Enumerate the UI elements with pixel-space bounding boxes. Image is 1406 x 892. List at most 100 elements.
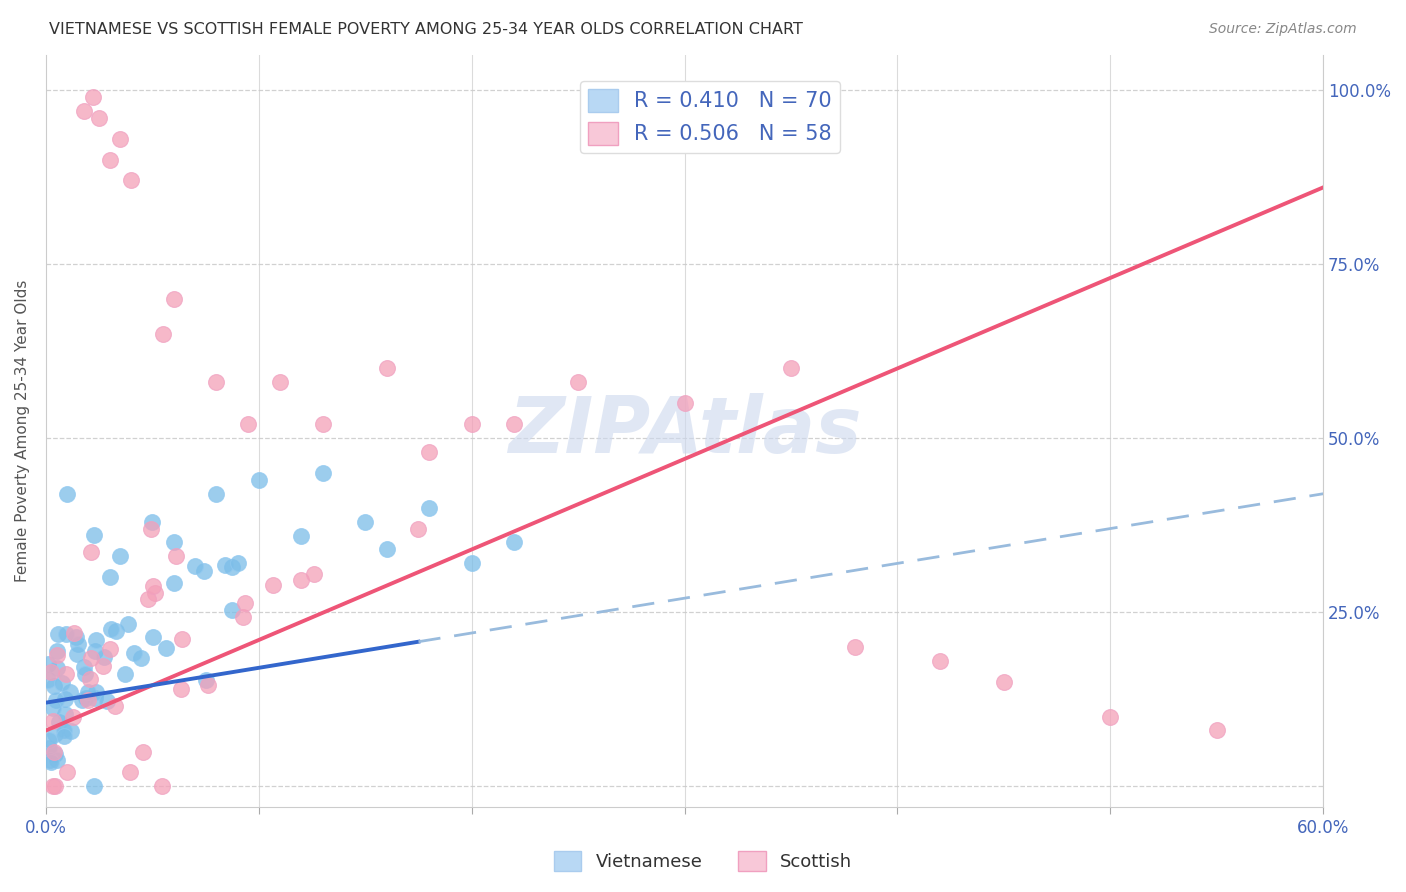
Point	[141, 522, 163, 536]
Point	[262, 578, 284, 592]
Point	[89, 111, 111, 125]
Point	[83, 528, 105, 542]
Point	[96, 694, 118, 708]
Point	[80, 545, 103, 559]
Point	[53, 692, 76, 706]
Point	[214, 558, 236, 573]
Point	[142, 579, 165, 593]
Point	[91, 659, 114, 673]
Point	[39, 665, 62, 680]
Point	[290, 573, 312, 587]
Point	[37, 657, 59, 671]
Point	[37, 673, 59, 688]
Point	[37, 732, 59, 747]
Point	[375, 361, 398, 376]
Point	[205, 487, 228, 501]
Point	[142, 631, 165, 645]
Point	[44, 727, 66, 741]
Point	[375, 542, 398, 557]
Point	[152, 326, 174, 341]
Text: ZIPAtlas: ZIPAtlas	[508, 393, 862, 469]
Point	[290, 528, 312, 542]
Point	[269, 376, 291, 390]
Point	[65, 630, 87, 644]
Point	[45, 753, 67, 767]
Point	[163, 535, 186, 549]
Point	[45, 643, 67, 657]
Point	[83, 644, 105, 658]
Point	[51, 676, 73, 690]
Point	[232, 610, 254, 624]
Point	[193, 564, 215, 578]
Point	[77, 685, 100, 699]
Point	[138, 591, 160, 606]
Point	[77, 693, 100, 707]
Text: VIETNAMESE VS SCOTTISH FEMALE POVERTY AMONG 25-34 YEAR OLDS CORRELATION CHART: VIETNAMESE VS SCOTTISH FEMALE POVERTY AM…	[49, 22, 803, 37]
Point	[62, 710, 84, 724]
Point	[93, 650, 115, 665]
Point	[247, 473, 270, 487]
Point	[100, 622, 122, 636]
Point	[42, 700, 65, 714]
Point	[45, 661, 67, 675]
Point	[83, 691, 105, 706]
Point	[673, 396, 696, 410]
Point	[302, 566, 325, 581]
Point	[53, 707, 76, 722]
Point	[53, 729, 76, 743]
Point	[100, 642, 122, 657]
Point	[55, 627, 77, 641]
Point	[170, 681, 193, 696]
Point	[45, 692, 67, 706]
Point	[73, 660, 96, 674]
Point	[56, 487, 79, 501]
Legend: R = 0.410   N = 70, R = 0.506   N = 58: R = 0.410 N = 70, R = 0.506 N = 58	[581, 80, 841, 153]
Point	[145, 586, 167, 600]
Point	[38, 753, 60, 767]
Point	[42, 679, 65, 693]
Point	[233, 596, 256, 610]
Point	[141, 515, 163, 529]
Point	[56, 764, 79, 779]
Point	[312, 466, 335, 480]
Point	[993, 674, 1015, 689]
Point	[131, 745, 153, 759]
Point	[42, 745, 65, 759]
Point	[460, 417, 482, 431]
Point	[567, 376, 589, 390]
Point	[195, 673, 218, 687]
Point	[59, 685, 82, 699]
Point	[38, 741, 60, 756]
Point	[82, 90, 104, 104]
Point	[1205, 723, 1227, 738]
Point	[98, 153, 121, 167]
Point	[73, 103, 96, 118]
Point	[221, 603, 243, 617]
Point	[59, 723, 82, 738]
Point	[122, 646, 145, 660]
Point	[197, 678, 219, 692]
Point	[53, 723, 76, 737]
Point	[55, 667, 77, 681]
Point	[98, 570, 121, 584]
Point	[460, 557, 482, 571]
Point	[221, 560, 243, 574]
Point	[110, 549, 132, 564]
Point	[120, 173, 142, 187]
Point	[42, 779, 65, 793]
Point	[418, 500, 440, 515]
Point	[44, 779, 66, 793]
Point	[418, 445, 440, 459]
Point	[163, 576, 186, 591]
Point	[66, 648, 89, 662]
Point	[83, 779, 105, 793]
Point	[79, 672, 101, 686]
Point	[150, 779, 173, 793]
Point	[63, 626, 86, 640]
Point	[238, 417, 260, 431]
Point	[354, 515, 377, 529]
Point	[780, 361, 803, 376]
Y-axis label: Female Poverty Among 25-34 Year Olds: Female Poverty Among 25-34 Year Olds	[15, 280, 30, 582]
Point	[163, 292, 186, 306]
Point	[105, 624, 128, 639]
